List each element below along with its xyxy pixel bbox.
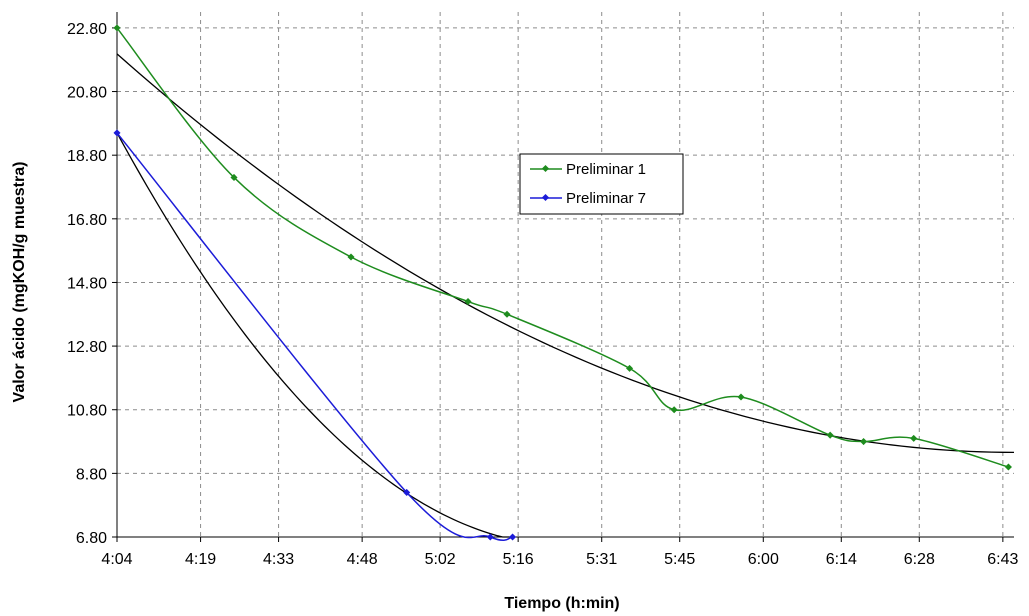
data-point-preliminar-7 [113,129,121,137]
trendline-preliminar-7 [116,132,513,538]
legend-marker-preliminar-7 [541,193,550,202]
data-point-preliminar-1 [503,310,511,318]
data-point-preliminar-7 [509,533,517,541]
legend-marker-preliminar-1 [541,164,550,173]
data-point-preliminar-1 [464,298,472,306]
y-tick-label: 6.80 [76,530,107,547]
y-tick-label: 10.80 [67,403,107,420]
series-line-preliminar-1 [116,27,1009,468]
data-point-preliminar-1 [626,364,634,372]
axes [112,12,1014,542]
data-point-preliminar-1 [737,393,745,401]
data-point-preliminar-1 [860,438,868,446]
data-point-preliminar-1 [1004,463,1012,471]
x-axis-title: Tiempo (h:min) [504,595,619,612]
x-tick-label: 5:45 [664,551,695,568]
data-point-preliminar-1 [347,253,355,261]
x-tick-label: 6:14 [826,551,857,568]
x-tick-label: 4:19 [185,551,216,568]
x-tick-label: 5:31 [586,551,617,568]
legend: Preliminar 1 Preliminar 7 [519,153,684,215]
y-tick-label: 12.80 [67,339,107,356]
y-tick-label: 16.80 [67,212,107,229]
series [113,24,1012,542]
y-tick-label: 18.80 [67,148,107,165]
y-tick-label: 22.80 [67,21,107,38]
x-tick-label: 4:48 [347,551,378,568]
data-point-preliminar-7 [403,488,411,496]
legend-label-preliminar-7: Preliminar 7 [566,190,646,207]
x-tick-label: 6:43 [987,551,1018,568]
data-point-preliminar-1 [826,431,834,439]
tick-labels: 4:04 4:19 4:33 4:48 5:02 5:16 5:31 5:45 6:00 6:14… [67,21,1019,568]
data-point-preliminar-7 [486,533,494,541]
y-tick-label: 14.80 [67,275,107,292]
y-tick-label: 8.80 [76,466,107,483]
x-tick-label: 4:33 [263,551,294,568]
y-tick-label: 20.80 [67,85,107,102]
gridlines [117,12,1014,537]
trendlines [116,53,1015,538]
x-tick-label: 4:04 [101,551,132,568]
legend-label-preliminar-1: Preliminar 1 [566,161,646,178]
legend-box [519,153,684,215]
x-tick-label: 5:16 [503,551,534,568]
data-point-preliminar-1 [670,406,678,414]
data-point-preliminar-1 [230,173,238,181]
series-line-preliminar-7 [116,132,513,542]
y-axis-title: Valor ácido (mgKOH/g muestra) [11,162,28,403]
x-tick-label: 5:02 [425,551,456,568]
x-tick-label: 6:28 [904,551,935,568]
data-point-preliminar-1 [910,434,918,442]
trendline-preliminar-1 [116,53,1015,454]
x-tick-label: 6:00 [748,551,779,568]
